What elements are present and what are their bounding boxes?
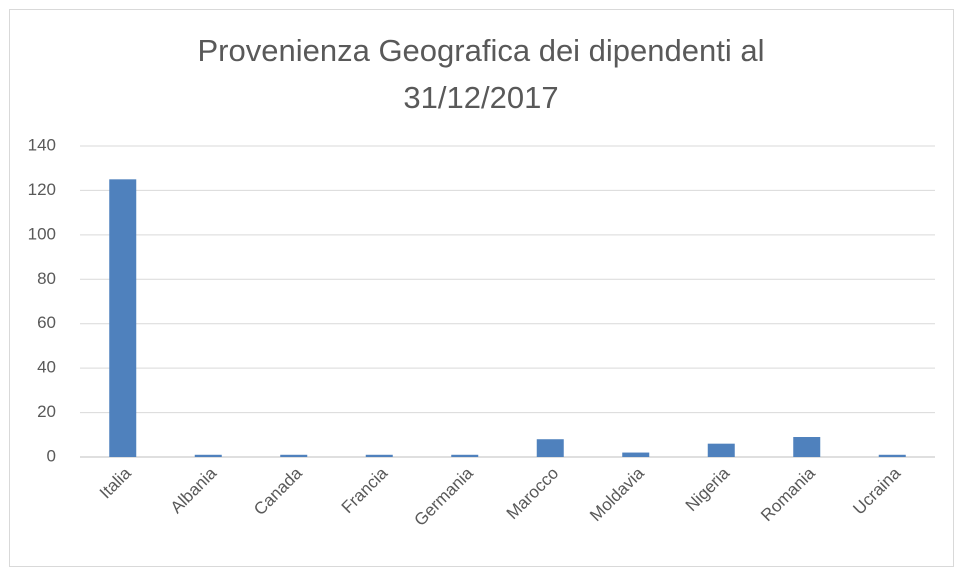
bar	[365, 454, 393, 457]
y-tick-label: 40	[37, 358, 56, 377]
bar	[878, 454, 906, 457]
y-tick-label: 20	[37, 402, 56, 421]
bar	[793, 437, 821, 457]
y-tick-label: 100	[28, 224, 56, 243]
bar	[280, 454, 308, 457]
y-tick-label: 140	[28, 135, 56, 154]
chart-border	[9, 9, 954, 567]
y-tick-label: 60	[37, 313, 56, 332]
chart-title: Provenienza Geografica dei dipendenti al…	[197, 33, 765, 115]
bar	[194, 454, 222, 457]
bar	[536, 439, 564, 457]
bar	[622, 452, 650, 457]
bar	[451, 454, 479, 457]
y-tick-label: 80	[37, 269, 56, 288]
bar	[109, 179, 137, 458]
y-tick-label: 120	[28, 180, 56, 199]
bar	[707, 443, 735, 457]
y-tick-label: 0	[47, 446, 56, 465]
